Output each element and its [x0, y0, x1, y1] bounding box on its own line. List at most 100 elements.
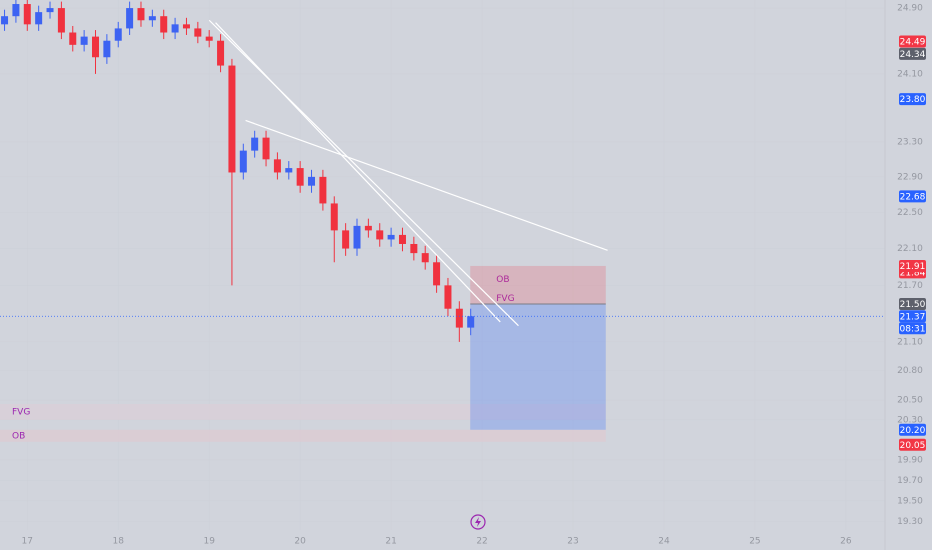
candle-body — [444, 285, 452, 309]
candle-body — [182, 24, 190, 29]
y-tick-label: 21.70 — [897, 281, 923, 291]
candle-body — [376, 230, 384, 240]
x-tick-label: 26 — [840, 537, 852, 547]
candle-body — [273, 159, 281, 173]
candle-body — [1, 16, 9, 25]
price-badge-label: 24.49 — [900, 38, 926, 48]
candle-body — [421, 253, 429, 263]
y-tick-label: 20.50 — [897, 396, 923, 406]
price-badge — [899, 298, 926, 311]
candle-body — [228, 65, 236, 173]
x-tick-label: 20 — [294, 537, 306, 547]
candle-body — [433, 262, 441, 286]
candle-body — [262, 137, 270, 160]
candle-body — [455, 308, 463, 328]
candle-body — [57, 8, 65, 33]
candle-body — [398, 234, 406, 244]
stop-box — [470, 265, 606, 305]
candle-body — [160, 16, 168, 33]
x-tick-label: 22 — [476, 537, 487, 547]
x-tick-label: 19 — [203, 537, 215, 547]
price-badge — [899, 259, 926, 272]
candle-body — [46, 8, 54, 13]
trendline — [245, 119, 608, 251]
candle-body — [114, 28, 122, 41]
price-badge — [899, 438, 926, 451]
zone — [0, 403, 606, 420]
candle-body — [353, 225, 361, 249]
y-tick-label: 24.90 — [897, 4, 923, 14]
candle-body — [467, 316, 475, 328]
trendline — [215, 22, 501, 323]
candle-body — [410, 243, 418, 254]
candle-body — [80, 36, 88, 45]
price-badge — [899, 190, 926, 203]
y-tick-label: 22.90 — [897, 172, 923, 182]
y-tick-label: 19.70 — [897, 476, 923, 486]
zone-label: FVG — [496, 294, 514, 304]
zone-label: FVG — [12, 407, 30, 417]
candle-body — [126, 8, 134, 29]
candle-body — [217, 40, 225, 66]
candle-body — [285, 168, 293, 173]
candle-body — [239, 150, 247, 173]
candle-body — [308, 176, 316, 186]
candle-body — [69, 32, 77, 45]
zone — [0, 429, 606, 442]
candle-body — [92, 36, 100, 58]
y-tick-label: 24.10 — [897, 69, 923, 79]
candle-body — [342, 230, 350, 249]
candle-body — [194, 28, 202, 37]
candle-body — [171, 24, 179, 33]
candle-body — [12, 4, 20, 17]
countdown: 08:31 — [900, 324, 926, 334]
x-tick-label: 18 — [113, 537, 125, 547]
zone-label: OB — [12, 431, 25, 441]
y-tick-label: 19.50 — [897, 496, 923, 506]
y-tick-label: 21.10 — [897, 337, 923, 347]
y-tick-label: 22.10 — [897, 244, 923, 254]
price-badge-label: 23.80 — [900, 95, 926, 105]
price-badge — [899, 93, 926, 106]
x-tick-label: 24 — [658, 537, 670, 547]
price-badge-label: 24.34 — [900, 50, 926, 60]
candle-body — [296, 168, 304, 186]
price-badge — [899, 35, 926, 48]
x-tick-label: 23 — [567, 537, 578, 547]
candle-body — [205, 36, 213, 41]
candle-body — [364, 225, 372, 231]
y-tick-label: 20.30 — [897, 415, 923, 425]
price-badge — [899, 310, 926, 323]
x-tick-label: 17 — [22, 537, 33, 547]
candle-body — [387, 234, 395, 240]
price-badge-label: 21.91 — [900, 262, 926, 272]
candle-body — [23, 4, 31, 25]
price-badge-label: 20.05 — [900, 441, 926, 451]
plot-area: FVG OB OB FVG — [0, 0, 885, 442]
candle-body — [103, 40, 111, 58]
price-badge — [899, 423, 926, 436]
candle-body — [330, 203, 338, 231]
y-tick-label: 19.90 — [897, 455, 923, 465]
trendline — [208, 19, 519, 327]
countdown-badge — [899, 322, 926, 335]
price-badge-label: 21.50 — [900, 300, 926, 310]
y-tick-label: 23.30 — [897, 137, 923, 147]
x-tick-label: 25 — [749, 537, 760, 547]
candle-body — [319, 176, 327, 204]
candle-body — [137, 8, 145, 21]
price-badge — [899, 47, 926, 60]
price-badge-label: 21.84 — [900, 268, 926, 278]
zone-label: OB — [496, 275, 509, 285]
price-badge-label: 22.68 — [900, 192, 926, 202]
y-tick-label: 19.30 — [897, 517, 923, 527]
price-badge-label: 21.37 — [900, 312, 926, 322]
candle-body — [148, 16, 156, 21]
candle-body — [251, 137, 259, 151]
lightning-icon[interactable] — [470, 514, 486, 530]
y-tick-label: 20.80 — [897, 366, 923, 376]
x-tick-label: 21 — [385, 537, 396, 547]
price-badge-label: 20.20 — [900, 426, 926, 436]
